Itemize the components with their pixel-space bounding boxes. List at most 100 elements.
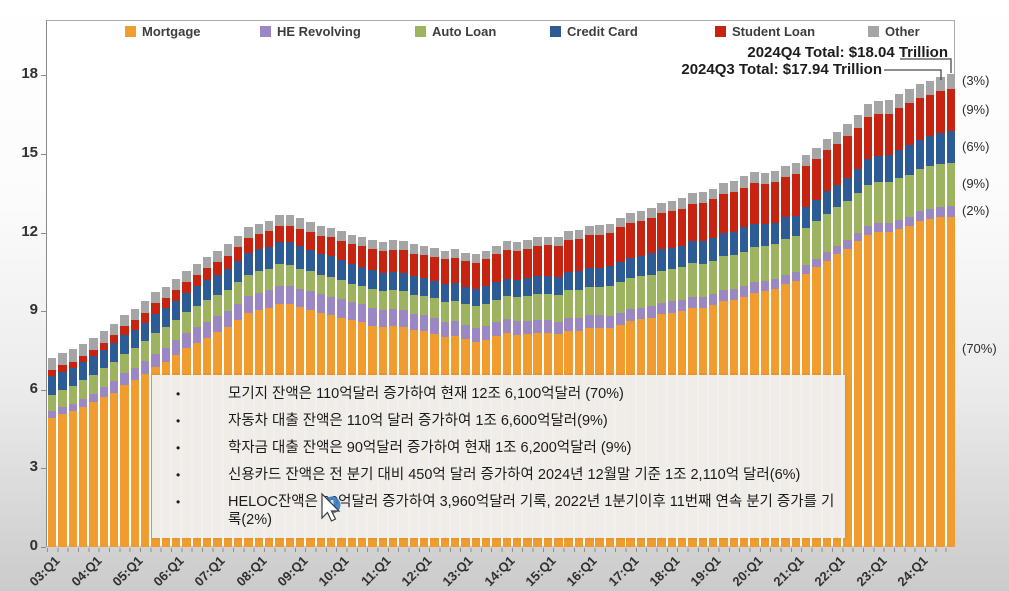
bullet-icon: •	[176, 386, 181, 401]
bar-segment-he-revolving	[709, 294, 718, 305]
bar-segment-he-revolving	[523, 320, 532, 334]
bar-segment-credit-card	[936, 133, 945, 164]
legend-swatch-icon	[125, 26, 136, 37]
bar-segment-he-revolving	[512, 321, 522, 335]
bar-segment-student-loan	[729, 192, 739, 232]
bar-segment-other	[946, 74, 956, 89]
bar-03:Q4	[78, 343, 88, 547]
bar-segment-other	[492, 245, 501, 254]
y-tick-mark	[41, 311, 46, 313]
bar-segment-he-revolving	[895, 219, 904, 229]
bar-segment-student-loan	[58, 365, 67, 372]
bar-22:Q2	[843, 123, 852, 547]
bar-segment-credit-card	[760, 224, 770, 246]
bar-04:Q4	[120, 314, 129, 547]
bar-segment-student-loan	[533, 245, 542, 277]
bar-segment-auto-loan	[326, 277, 336, 297]
percent-label-other: (3%)	[962, 73, 990, 89]
bar-segment-student-loan	[781, 176, 790, 218]
bar-04:Q1	[89, 337, 98, 547]
bar-segment-credit-card	[719, 233, 728, 256]
bar-segment-auto-loan	[616, 282, 625, 313]
bar-segment-student-loan	[884, 113, 894, 156]
bar-segment-credit-card	[554, 276, 563, 296]
bar-segment-he-revolving	[409, 313, 418, 331]
bar-segment-other	[864, 104, 873, 118]
x-tick-label: 12:Q1	[398, 553, 435, 590]
bar-segment-student-loan	[357, 246, 367, 267]
x-tick-label: 09:Q1	[274, 553, 311, 590]
bar-segment-credit-card	[750, 223, 759, 248]
bar-segment-other	[399, 240, 408, 251]
bar-segment-auto-loan	[285, 265, 294, 286]
bar-segment-credit-card	[450, 282, 460, 301]
bar-segment-auto-loan	[605, 286, 615, 316]
bar-segment-other	[698, 192, 708, 204]
bar-segment-credit-card	[895, 149, 904, 178]
legend-label: HE Revolving	[277, 24, 361, 39]
bar-segment-mortgage	[843, 248, 852, 547]
bar-segment-credit-card	[285, 242, 294, 266]
bar-24:Q2	[926, 80, 935, 547]
bar-segment-other	[130, 309, 140, 321]
bar-24:Q3	[936, 76, 945, 547]
bar-23:Q3	[895, 93, 904, 547]
bar-segment-credit-card	[140, 322, 150, 342]
bar-segment-auto-loan	[399, 291, 408, 310]
bar-segment-he-revolving	[605, 315, 615, 329]
bar-segment-credit-card	[99, 349, 109, 369]
bar-segment-he-revolving	[926, 209, 935, 219]
bar-segment-auto-loan	[419, 296, 429, 316]
legend-item-credit-card: Credit Card	[550, 24, 638, 39]
bar-segment-he-revolving	[337, 299, 346, 318]
bar-segment-other	[626, 213, 635, 224]
bar-segment-auto-loan	[895, 177, 904, 220]
x-tick-label: 05:Q1	[109, 553, 146, 590]
bar-segment-auto-loan	[585, 286, 594, 315]
bar-segment-student-loan	[419, 254, 429, 279]
bar-segment-student-loan	[812, 158, 821, 201]
bar-segment-auto-loan	[802, 227, 811, 266]
bar-segment-other	[936, 76, 945, 92]
bar-segment-student-loan	[140, 312, 150, 323]
legend-swatch-icon	[868, 26, 879, 37]
bar-segment-he-revolving	[99, 387, 109, 398]
bar-segment-auto-loan	[709, 260, 718, 295]
bar-segment-he-revolving	[471, 327, 480, 342]
bar-segment-credit-card	[833, 185, 842, 208]
bar-24:Q4	[946, 74, 956, 547]
bar-segment-credit-card	[512, 279, 522, 298]
bar-segment-auto-loan	[946, 162, 956, 207]
x-tick-label: 10:Q1	[315, 553, 353, 590]
bar-segment-he-revolving	[316, 294, 325, 313]
bar-segment-mortgage	[58, 413, 67, 547]
bar-segment-student-loan	[647, 217, 656, 254]
bar-segment-auto-loan	[719, 255, 728, 290]
bar-segment-auto-loan	[554, 295, 563, 322]
bar-segment-he-revolving	[822, 252, 832, 261]
bar-segment-student-loan	[936, 91, 945, 134]
bar-segment-he-revolving	[884, 223, 894, 233]
bar-segment-student-loan	[678, 208, 687, 246]
bar-segment-student-loan	[68, 361, 78, 369]
bar-segment-auto-loan	[595, 286, 604, 316]
bar-segment-he-revolving	[481, 325, 491, 340]
note-text: 학자금 대출 잔액은 90억달러 증가하여 현재 1조 6,200억달러 (9%…	[228, 439, 632, 456]
legend-label: Auto Loan	[432, 24, 497, 39]
bar-segment-credit-card	[740, 227, 749, 252]
bar-segment-auto-loan	[58, 389, 67, 408]
bar-segment-credit-card	[89, 356, 98, 375]
x-tick-label: 08:Q1	[233, 553, 270, 590]
bar-segment-other	[853, 114, 863, 128]
bar-24:Q1	[915, 83, 925, 547]
bar-segment-mortgage	[130, 380, 140, 547]
bar-segment-he-revolving	[719, 290, 728, 301]
bar-segment-mortgage	[905, 226, 914, 547]
bar-segment-auto-loan	[853, 193, 863, 233]
bar-segment-auto-loan	[740, 251, 749, 287]
x-tick-label: 07:Q1	[191, 553, 229, 590]
bar-segment-he-revolving	[450, 321, 460, 336]
bar-segment-he-revolving	[182, 333, 191, 349]
bar-segment-credit-card	[254, 249, 263, 272]
bar-segment-other	[843, 123, 852, 136]
